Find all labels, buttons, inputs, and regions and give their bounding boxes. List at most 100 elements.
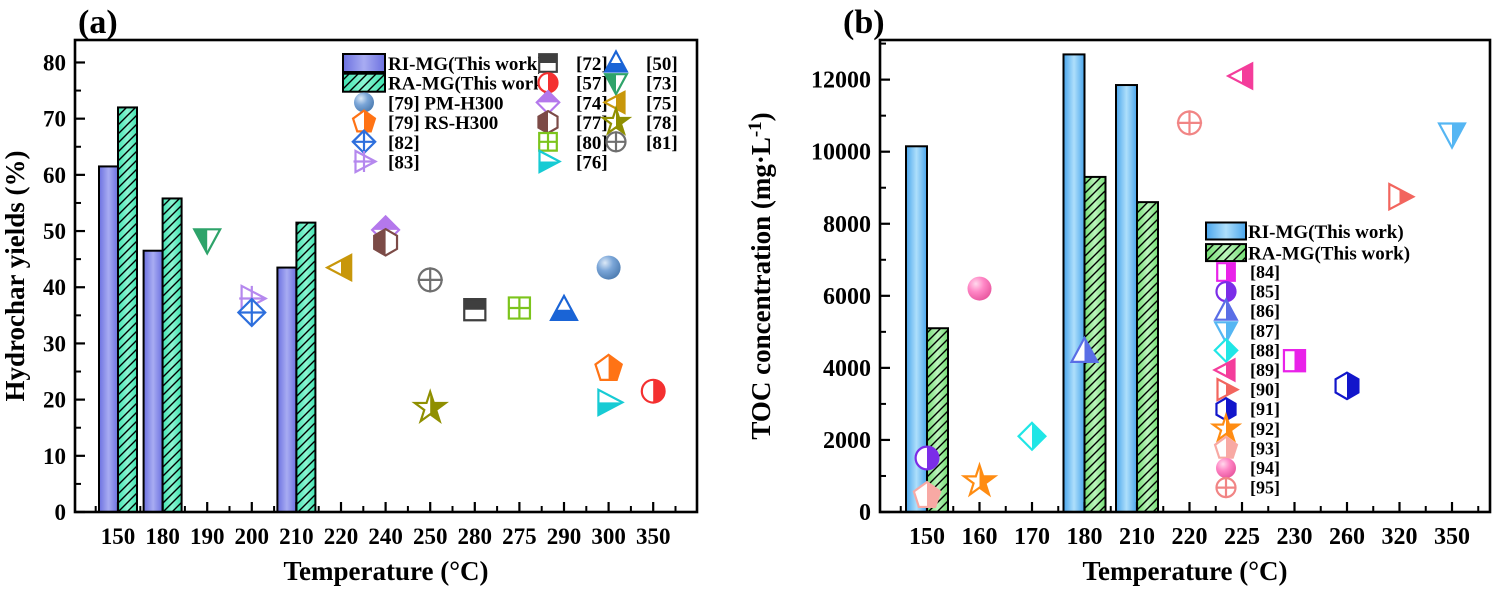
svg-text:240: 240 (368, 524, 403, 549)
legend-label: [88] (1250, 340, 1280, 360)
legend-a: RI-MG(This work)RA-MG(This work)[79] PM-… (342, 49, 678, 174)
svg-text:350: 350 (1434, 524, 1470, 550)
point-86 (1069, 335, 1100, 364)
bar-ri-150 (99, 166, 118, 512)
legend-marker (354, 92, 374, 113)
legend-marker (1213, 435, 1239, 459)
svg-text:80: 80 (43, 50, 66, 75)
svg-text:10000: 10000 (811, 140, 871, 166)
legend-label: [93] (1250, 438, 1280, 458)
legend-label: RA-MG(This work) (388, 74, 550, 95)
legend-label: [73] (646, 74, 678, 95)
points-a (192, 214, 666, 424)
legend-marker (538, 53, 558, 73)
svg-text:20: 20 (43, 388, 66, 413)
legend-marker (351, 129, 377, 155)
legend-label: [79] PM-H300 (388, 93, 504, 114)
legend-label: [84] (1250, 262, 1280, 282)
point-93 (912, 480, 942, 509)
point-72 (463, 298, 487, 322)
legend-marker (1215, 281, 1237, 303)
bar-ri-210 (277, 267, 297, 512)
svg-text:0: 0 (859, 500, 871, 526)
point-78 (411, 388, 449, 424)
svg-text:275: 275 (502, 524, 537, 549)
svg-text:210: 210 (279, 524, 314, 549)
legend-label: RI-MG(This work) (1248, 222, 1404, 243)
svg-text:280: 280 (458, 524, 493, 549)
legend-marker (1213, 337, 1239, 364)
svg-text:230: 230 (1277, 524, 1313, 550)
legend-marker (1213, 297, 1239, 321)
legend-marker (603, 49, 629, 73)
svg-text:210: 210 (1119, 524, 1155, 550)
svg-text:150: 150 (101, 524, 136, 549)
legend-marker (1209, 411, 1243, 443)
legend-marker (351, 109, 377, 133)
legend-marker (1216, 458, 1236, 478)
legend-marker (1215, 477, 1237, 499)
panel-a: 0 10 20 30 40 50 60 70 80 150 180 190 200 210 220 240 25… (0, 38, 699, 586)
svg-text:200: 200 (235, 524, 270, 549)
legend-label: [87] (1250, 321, 1280, 341)
legend-label: [78] (646, 113, 678, 134)
svg-text:250: 250 (413, 524, 448, 549)
svg-text:8000: 8000 (823, 212, 871, 238)
legend-marker (1212, 357, 1236, 383)
point-73 (192, 228, 223, 256)
x-axis-title-b: Temperature (°C) (1082, 556, 1287, 586)
point-88 (1017, 421, 1047, 452)
svg-text:12000: 12000 (811, 68, 871, 94)
legend-label: [95] (1250, 478, 1280, 498)
svg-text:170: 170 (1014, 524, 1050, 550)
legend-marker (537, 109, 559, 135)
legend-label: [81] (646, 133, 678, 154)
points-b (912, 61, 1467, 509)
legend-label: [80] (576, 133, 608, 154)
legend-label: [82] (388, 133, 420, 154)
svg-text:290: 290 (547, 524, 582, 549)
bars-a (98, 106, 317, 514)
panel-a-label: (a) (78, 4, 118, 41)
point-87 (1437, 122, 1467, 150)
x-axis-title-a: Temperature (°C) (283, 556, 488, 586)
point-76 (597, 387, 625, 417)
legend-label: [75] (646, 93, 678, 114)
legend-label: [92] (1250, 419, 1280, 439)
point-84 (1282, 349, 1307, 373)
legend-label: [83] (388, 153, 420, 174)
legend-label: RA-MG(This work) (1248, 244, 1410, 265)
point-77 (373, 227, 399, 257)
svg-text:10: 10 (43, 444, 66, 469)
point-92 (960, 461, 999, 498)
legend-label: [57] (576, 74, 608, 95)
point-50 (549, 293, 579, 322)
point-79-rs-h300 (594, 353, 624, 381)
legend-marker (599, 105, 633, 136)
svg-text:260: 260 (1329, 524, 1365, 550)
svg-text:70: 70 (43, 107, 66, 132)
panel-b: 0 2000 4000 6000 8000 10000 12000 150 160 170 180 2… (745, 38, 1492, 586)
legend-label: RI-MG(This work) (388, 54, 544, 75)
svg-text:300: 300 (591, 524, 626, 549)
bar-ri-150 (906, 146, 927, 512)
svg-text:190: 190 (190, 524, 225, 549)
svg-text:30: 30 (43, 331, 66, 356)
point-95 (1176, 110, 1203, 136)
legend-marker (1213, 321, 1239, 345)
legend-marker (1216, 377, 1240, 402)
y-axis-title-b: TOC concentration (mg·L-1​) (745, 112, 776, 439)
point-80 (507, 296, 532, 320)
legend-marker (353, 149, 378, 174)
legend-marker (1216, 262, 1236, 282)
legend-marker (538, 149, 562, 174)
bar-ri-210 (1116, 85, 1137, 512)
legend-marker (537, 72, 559, 94)
point-94 (967, 276, 992, 301)
legend-label: [79] RS-H300 (388, 113, 498, 134)
legend-label: [90] (1250, 380, 1280, 400)
legend-marker (538, 131, 558, 152)
svg-text:4000: 4000 (823, 356, 871, 382)
point-91 (1334, 371, 1360, 401)
